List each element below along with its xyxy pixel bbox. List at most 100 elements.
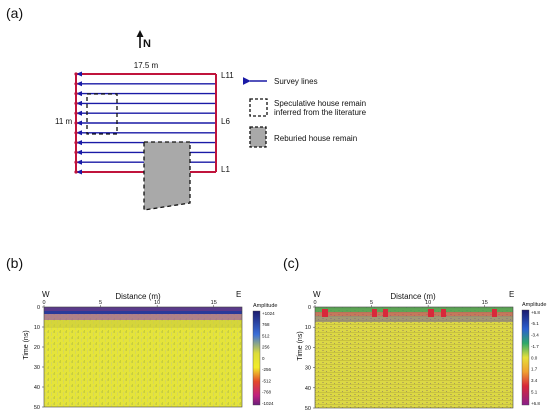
colorbar-tick-label: 768 <box>262 322 270 327</box>
colorbar-tick-label: -768 <box>262 390 272 395</box>
panel-c-colorbar-ticks: +6.8 -5.1 -3.4 -1.7 0.0 1.7 3.4 5.1 +6.8 <box>531 310 540 406</box>
y-tick-label: 10 <box>305 325 311 331</box>
panel-c-anomaly <box>441 309 446 317</box>
colorbar-tick-label: +1024 <box>262 311 275 316</box>
panel-b-reflection-band <box>44 314 242 320</box>
colorbar-tick-label: 0.0 <box>531 355 538 360</box>
panel-c-radargram <box>315 307 513 408</box>
survey-direction-arrow-icon <box>76 100 82 106</box>
panel-c-colorbar <box>521 309 530 406</box>
y-tick-label: 20 <box>305 345 311 351</box>
y-tick-label: 30 <box>34 365 40 371</box>
panel-b-label: (b) <box>6 255 23 271</box>
y-tick-label: 20 <box>34 345 40 351</box>
panel-b-colorbar-title: Amplitude <box>253 303 277 309</box>
north-arrow-icon <box>136 30 144 48</box>
x-tick-label: 15 <box>482 300 488 306</box>
panel-b-east: E <box>236 290 241 299</box>
legend-speculative-label-2: inferred from the literature <box>274 108 367 117</box>
y-tick-label: 0 <box>37 305 40 311</box>
panel-a-label: (a) <box>6 5 23 21</box>
colorbar-tick-label: -1024 <box>262 401 274 406</box>
colorbar-tick-label: -3.4 <box>531 333 539 338</box>
north-label: N <box>143 38 151 50</box>
panel-b-west: W <box>42 290 50 299</box>
survey-direction-arrow-icon <box>76 140 82 146</box>
colorbar-tick-label: 256 <box>262 345 270 350</box>
x-tick-label: 10 <box>154 300 160 306</box>
panel-b-shallow-band <box>44 311 242 314</box>
width-label: 17.5 m <box>134 61 159 70</box>
panel-c-anomalies <box>322 309 497 317</box>
y-tick-label: 40 <box>34 385 40 391</box>
panel-b-frame <box>43 306 243 408</box>
speculative-house-remain <box>86 93 118 135</box>
survey-direction-arrow-icon <box>76 91 82 97</box>
survey-direction-arrow-icon <box>76 110 82 116</box>
panel-b-mixed-band <box>44 320 242 328</box>
y-tick-label: 40 <box>305 386 311 392</box>
panel-c-anomaly <box>428 309 434 317</box>
colorbar-tick-label: 3.4 <box>531 378 538 383</box>
panel-c-y-ticks: 0 10 20 30 40 50 <box>305 305 315 412</box>
line-label-bottom: L1 <box>221 165 230 174</box>
panel-c-anomaly <box>322 309 328 317</box>
panel-b-colorbar-ticks: +1024 768 512 256 0 -256 -512 -768 -1024 <box>262 311 275 406</box>
colorbar-tick-label: 1.7 <box>531 367 538 372</box>
legend: Survey lines Speculative house remain in… <box>242 77 367 148</box>
legend-speculative-swatch <box>249 98 268 117</box>
panel-c-frame <box>314 306 514 409</box>
survey-direction-arrow-icon <box>76 71 82 77</box>
colorbar-tick-label: +6.8 <box>531 310 540 315</box>
panel-b-xlabel: Distance (m) <box>115 292 161 301</box>
survey-direction-arrow-icon <box>76 169 82 175</box>
colorbar-tick-label: -512 <box>262 378 272 383</box>
survey-direction-arrow-icon <box>76 149 82 155</box>
y-tick-label: 0 <box>308 305 311 311</box>
y-tick-label: 30 <box>305 366 311 372</box>
panel-c-colorbar-title: Amplitude <box>522 302 546 308</box>
y-tick-label: 50 <box>34 405 40 411</box>
panel-b-colorbar <box>252 310 261 406</box>
panel-c-anomaly <box>383 309 388 317</box>
panel-c-anomaly <box>372 309 377 317</box>
y-tick-label: 50 <box>305 406 311 412</box>
x-tick-label: 10 <box>425 300 431 306</box>
reburied-house-remain <box>143 141 191 211</box>
legend-speculative-label-1: Speculative house remain <box>274 99 366 108</box>
colorbar-tick-label: 5.1 <box>531 389 538 394</box>
panel-c: (c) W E Distance (m) Time (ns) 0 5 10 15 0 1… <box>283 255 546 412</box>
height-label: 11 m <box>55 117 73 126</box>
legend-reburied-swatch <box>249 126 267 148</box>
x-tick-label: 0 <box>42 300 45 306</box>
x-tick-label: 5 <box>99 300 102 306</box>
colorbar-tick-label: +6.8 <box>531 401 540 406</box>
y-tick-label: 10 <box>34 325 40 331</box>
panel-b-y-ticks: 0 10 20 30 40 50 <box>34 305 44 411</box>
legend-reburied-label: Reburied house remain <box>274 134 357 143</box>
panel-c-east: E <box>509 290 514 299</box>
x-tick-label: 5 <box>370 300 373 306</box>
panel-c-label: (c) <box>283 255 299 271</box>
legend-survey-label: Survey lines <box>274 77 318 86</box>
colorbar-tick-label: 0 <box>262 356 265 361</box>
colorbar-tick-label: -256 <box>262 367 272 372</box>
colorbar-tick-label: -1.7 <box>531 344 539 349</box>
panel-c-shallow-band <box>315 316 513 322</box>
panel-c-surface-band <box>315 307 513 312</box>
panel-c-ylabel: Time (ns) <box>297 331 304 360</box>
line-label-mid: L6 <box>221 117 230 126</box>
panel-c-reflection-band <box>315 312 513 316</box>
x-tick-label: 15 <box>211 300 217 306</box>
colorbar-tick-label: 512 <box>262 333 270 338</box>
panel-b-surface-band <box>44 307 242 311</box>
panel-b-ylabel: Time (ns) <box>23 330 30 359</box>
x-tick-label: 0 <box>313 300 316 306</box>
colorbar-tick-label: -5.1 <box>531 321 539 326</box>
panel-c-xlabel: Distance (m) <box>390 292 436 301</box>
line-label-top: L11 <box>221 71 234 80</box>
survey-direction-arrow-icon <box>76 130 82 136</box>
survey-direction-arrow-icon <box>76 120 82 126</box>
panel-a: (a) N 17.5 m 11 m L11 L6 L1 Survey lines <box>6 5 367 211</box>
